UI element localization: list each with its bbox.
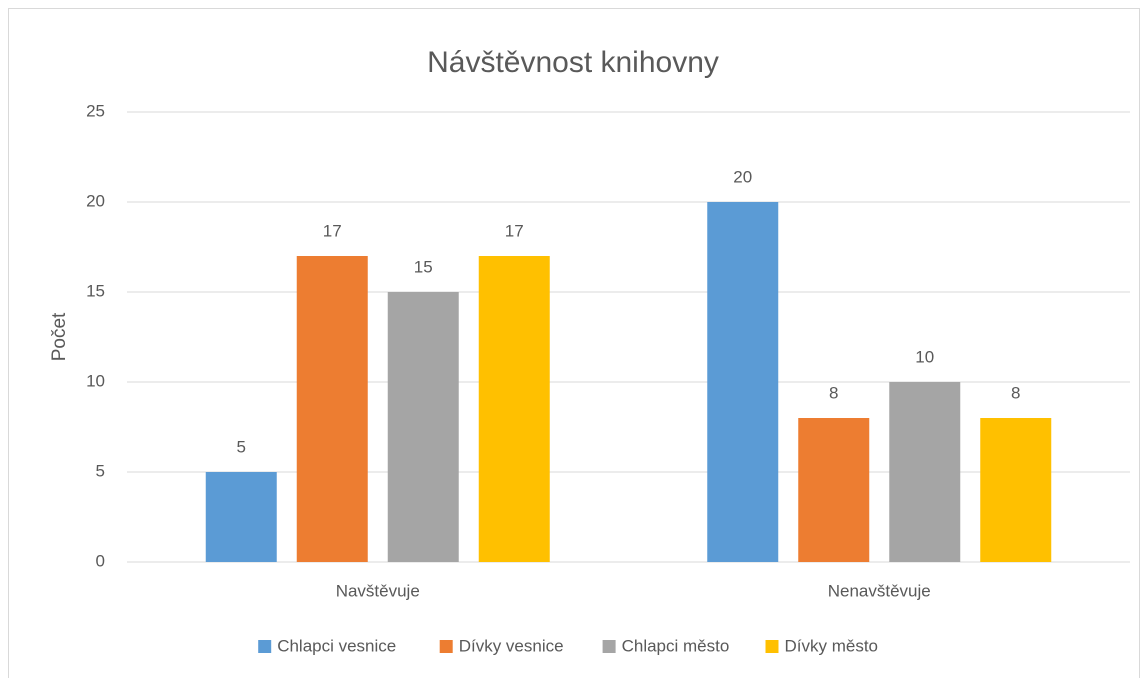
data-label: 15 [414, 257, 433, 276]
legend-label: Dívky město [785, 636, 879, 655]
bar [296, 256, 368, 562]
x-tick-label: Navštěvuje [336, 581, 420, 600]
y-tick-label: 0 [96, 551, 105, 570]
bar [980, 418, 1052, 562]
data-label: 20 [733, 167, 752, 186]
data-label: 5 [237, 437, 246, 456]
bar [387, 292, 459, 562]
y-tick-label: 25 [86, 101, 105, 120]
data-label: 8 [1011, 383, 1020, 402]
y-tick-label: 5 [96, 461, 105, 480]
y-tick-label: 15 [86, 281, 105, 300]
legend-swatch [602, 640, 616, 653]
bar [798, 418, 870, 562]
data-label: 8 [829, 383, 838, 402]
bar [205, 472, 277, 562]
y-axis-label: Počet [49, 312, 70, 361]
chart-title: Návštěvnost knihovny [427, 46, 719, 79]
bar [889, 382, 961, 562]
chart-border [8, 8, 1140, 678]
legend-swatch [439, 640, 453, 653]
y-tick-label: 10 [86, 371, 105, 390]
legend-swatch [765, 640, 779, 653]
data-label: 17 [505, 221, 524, 240]
legend-label: Dívky vesnice [459, 636, 564, 655]
y-tick-label: 20 [86, 191, 105, 210]
bar [707, 202, 779, 562]
data-label: 10 [915, 347, 934, 366]
data-label: 17 [323, 221, 342, 240]
legend-swatch [258, 640, 272, 653]
legend-label: Chlapci vesnice [277, 636, 396, 655]
legend-label: Chlapci město [622, 636, 730, 655]
x-tick-label: Nenavštěvuje [828, 581, 931, 600]
bar [478, 256, 550, 562]
